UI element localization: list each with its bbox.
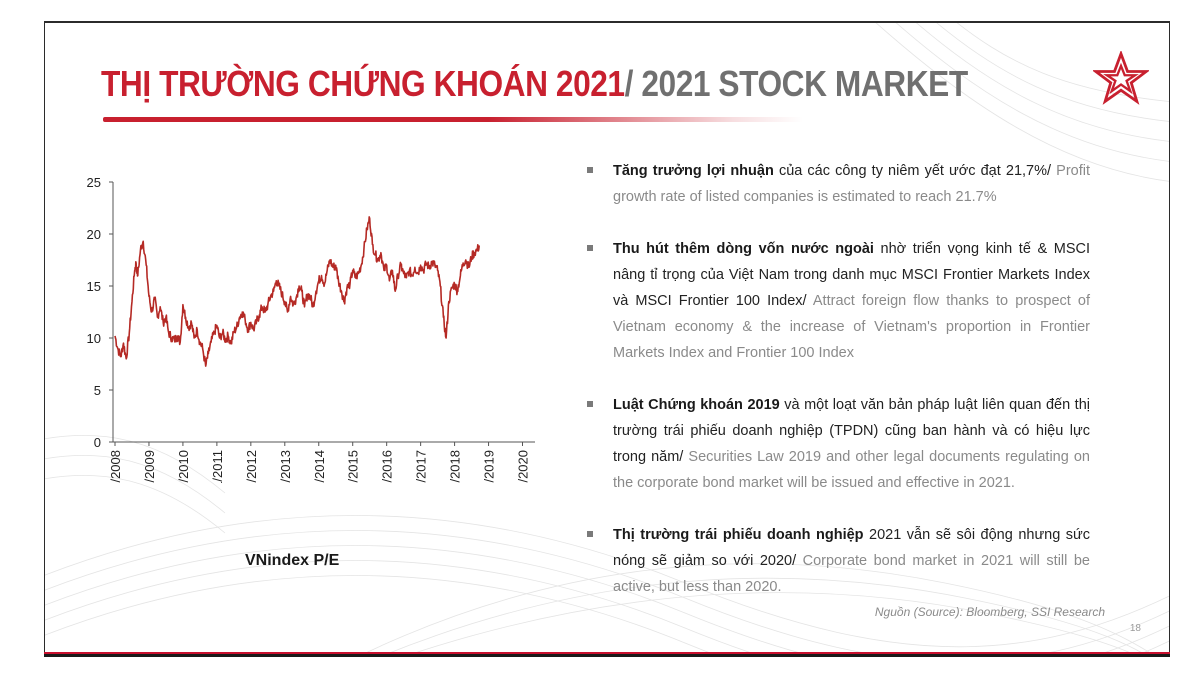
bullet-marker-icon	[587, 245, 593, 251]
y-tick-label: 25	[87, 175, 101, 190]
title-english: / 2021 STOCK MARKET	[624, 63, 969, 104]
x-tick-label: 11/2011	[210, 450, 225, 483]
bullet-foreign-flow: Thu hút thêm dòng vốn nước ngoài nhờ tri…	[585, 236, 1090, 366]
x-tick-label: 11/2019	[482, 450, 497, 483]
x-tick-label: 11/2008	[108, 450, 123, 483]
x-tick-label: 11/2016	[380, 450, 395, 483]
bullet-profit-growth: Tăng trưởng lợi nhuận của các công ty ni…	[585, 158, 1090, 210]
x-tick-label: 11/2013	[278, 450, 293, 483]
y-tick-label: 5	[94, 383, 101, 398]
y-tick-label: 10	[87, 331, 101, 346]
x-tick-label: 11/2009	[142, 450, 157, 483]
bullet-marker-icon	[587, 531, 593, 537]
title-vietnamese: THỊ TRƯỜNG CHỨNG KHOÁN 2021	[101, 63, 625, 104]
y-tick-label: 15	[87, 279, 101, 294]
y-tick-label: 0	[94, 435, 101, 450]
x-tick-label: 11/2012	[244, 450, 259, 483]
bullet-corporate-bond: Thị trường trái phiếu doanh nghiệp 2021 …	[585, 522, 1090, 600]
bullet-marker-icon	[587, 167, 593, 173]
pe-line-chart: 0 5 10 15 20 25 11/2008 11/2009 11/2010 11/2011 11…	[65, 153, 545, 496]
x-tick-label: 11/2014	[312, 450, 327, 483]
x-tick-label: 11/2017	[414, 450, 429, 483]
slide: THỊ TRƯỜNG CHỨNG KHOÁN 2021/ 2021 STOCK …	[44, 21, 1170, 657]
x-tick-label: 11/2020	[516, 450, 531, 483]
source-note: Nguồn (Source): Bloomberg, SSI Research	[874, 605, 1105, 619]
chart-canvas: 0 5 10 15 20 25 11/2008 11/2009 11/2010 11/2011 11…	[87, 175, 535, 496]
star-logo-icon	[1093, 51, 1149, 105]
pe-series-line	[114, 216, 481, 367]
chart-title: VNindex P/E	[245, 552, 340, 569]
page-number: 18	[1129, 623, 1141, 634]
y-tick-label: 20	[87, 227, 101, 242]
bullet-securities-law: Luật Chứng khoán 2019 và một loạt văn bả…	[585, 392, 1090, 496]
title-underline	[103, 117, 803, 122]
x-tick-label: 11/2015	[346, 450, 361, 483]
x-tick-label: 11/2018	[448, 450, 463, 483]
x-tick-label: 11/2010	[176, 450, 191, 483]
bullet-list: Tăng trưởng lợi nhuận của các công ty ni…	[585, 158, 1090, 626]
bullet-marker-icon	[587, 401, 593, 407]
page-title: THỊ TRƯỜNG CHỨNG KHOÁN 2021/ 2021 STOCK …	[101, 63, 968, 105]
bottom-border-bar	[44, 652, 1170, 657]
